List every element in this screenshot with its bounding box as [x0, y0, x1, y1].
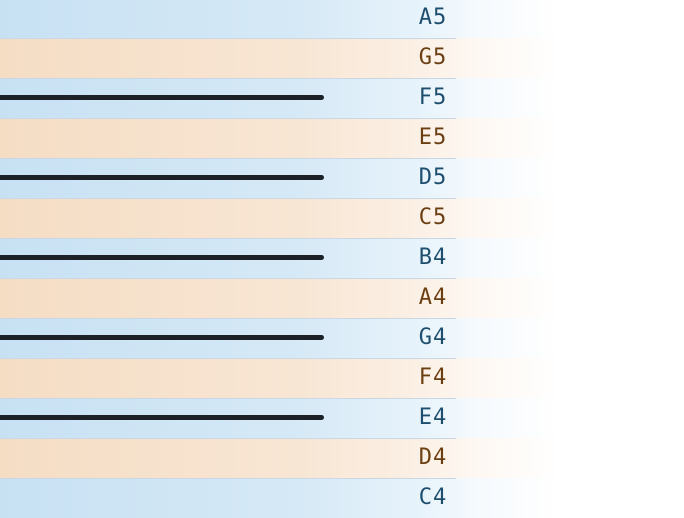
- staff-line-d5: [0, 175, 324, 180]
- staff-line-g4: [0, 335, 324, 340]
- row-divider: [0, 478, 456, 479]
- row-divider: [0, 398, 456, 399]
- row-divider: [0, 158, 456, 159]
- staff-row-f4[interactable]: F4: [0, 358, 684, 398]
- staff-row-c4[interactable]: C4: [0, 478, 684, 518]
- row-divider: [0, 78, 456, 79]
- row-divider: [0, 198, 456, 199]
- staff-row-g4[interactable]: G4: [0, 318, 684, 358]
- note-label-g4: G4: [418, 325, 448, 350]
- row-divider: [0, 38, 456, 39]
- staff-row-e4[interactable]: E4: [0, 398, 684, 438]
- note-label-a4: A4: [418, 285, 448, 310]
- staff-row-g5[interactable]: G5: [0, 38, 684, 78]
- staff-row-f5[interactable]: F5: [0, 78, 684, 118]
- note-label-f5: F5: [418, 85, 448, 110]
- staff-line-b4: [0, 255, 324, 260]
- staff-line-e4: [0, 415, 324, 420]
- note-label-e4: E4: [418, 405, 448, 430]
- row-divider: [0, 118, 456, 119]
- note-label-f4: F4: [418, 365, 448, 390]
- staff-row-a4[interactable]: A4: [0, 278, 684, 318]
- staff-line-f5: [0, 95, 324, 100]
- staff-row-e5[interactable]: E5: [0, 118, 684, 158]
- staff-row-c5[interactable]: C5: [0, 198, 684, 238]
- staff-row-d4[interactable]: D4: [0, 438, 684, 478]
- row-divider: [0, 438, 456, 439]
- note-label-a5: A5: [418, 5, 448, 30]
- note-label-e5: E5: [418, 125, 448, 150]
- row-divider: [0, 238, 456, 239]
- row-divider: [0, 358, 456, 359]
- staff-row-a5[interactable]: A5: [0, 0, 684, 38]
- staff-row-b4[interactable]: B4: [0, 238, 684, 278]
- note-label-g5: G5: [418, 45, 448, 70]
- row-divider: [0, 278, 456, 279]
- note-label-b4: B4: [418, 245, 448, 270]
- staff-row-d5[interactable]: D5: [0, 158, 684, 198]
- note-label-c4: C4: [418, 485, 448, 510]
- row-divider: [0, 318, 456, 319]
- note-label-d4: D4: [418, 445, 448, 470]
- note-label-d5: D5: [418, 165, 448, 190]
- note-label-c5: C5: [418, 205, 448, 230]
